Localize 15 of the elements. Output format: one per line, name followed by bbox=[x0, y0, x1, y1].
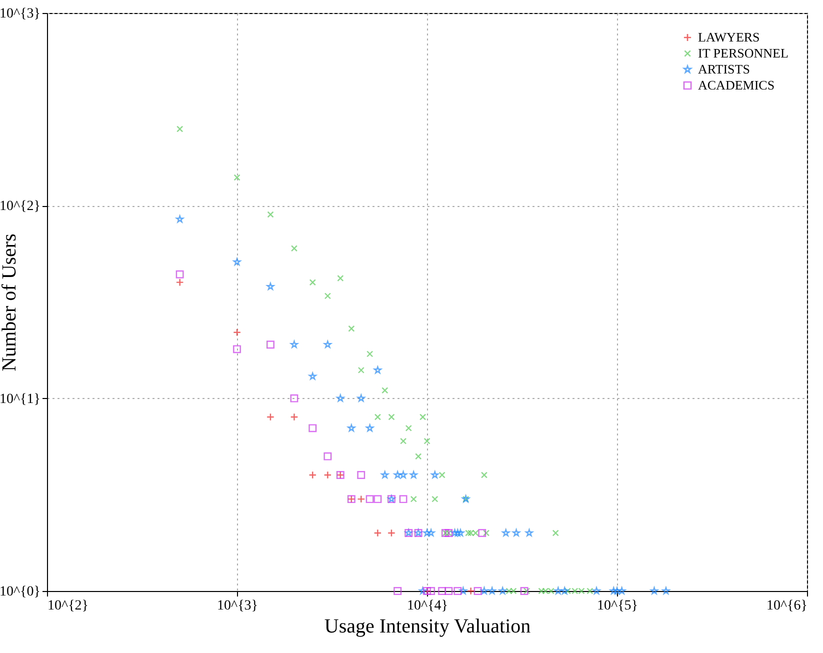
y-tick-label: 10^{3} bbox=[0, 6, 40, 22]
x-tick-label: 10^{2} bbox=[48, 598, 89, 614]
x-tick-label: 10^{5} bbox=[596, 598, 638, 614]
y-tick-label: 10^{0} bbox=[0, 584, 40, 600]
legend-label: LAWYERS bbox=[698, 30, 760, 44]
y-tick-label: 10^{2} bbox=[0, 199, 40, 214]
y-tick-label: 10^{1} bbox=[0, 392, 40, 407]
legend-label: IT PERSONNEL bbox=[698, 46, 788, 60]
x-axis-title: Usage Intensity Valuation bbox=[324, 616, 531, 638]
x-tick-label: 10^{4} bbox=[406, 598, 448, 614]
x-tick-label: 10^{3} bbox=[216, 598, 258, 614]
legend-label: ACADEMICS bbox=[698, 78, 775, 92]
legend-label: ARTISTS bbox=[698, 62, 750, 76]
x-tick-label: 10^{6} bbox=[766, 598, 808, 614]
y-axis-title: Number of Users bbox=[0, 233, 20, 372]
